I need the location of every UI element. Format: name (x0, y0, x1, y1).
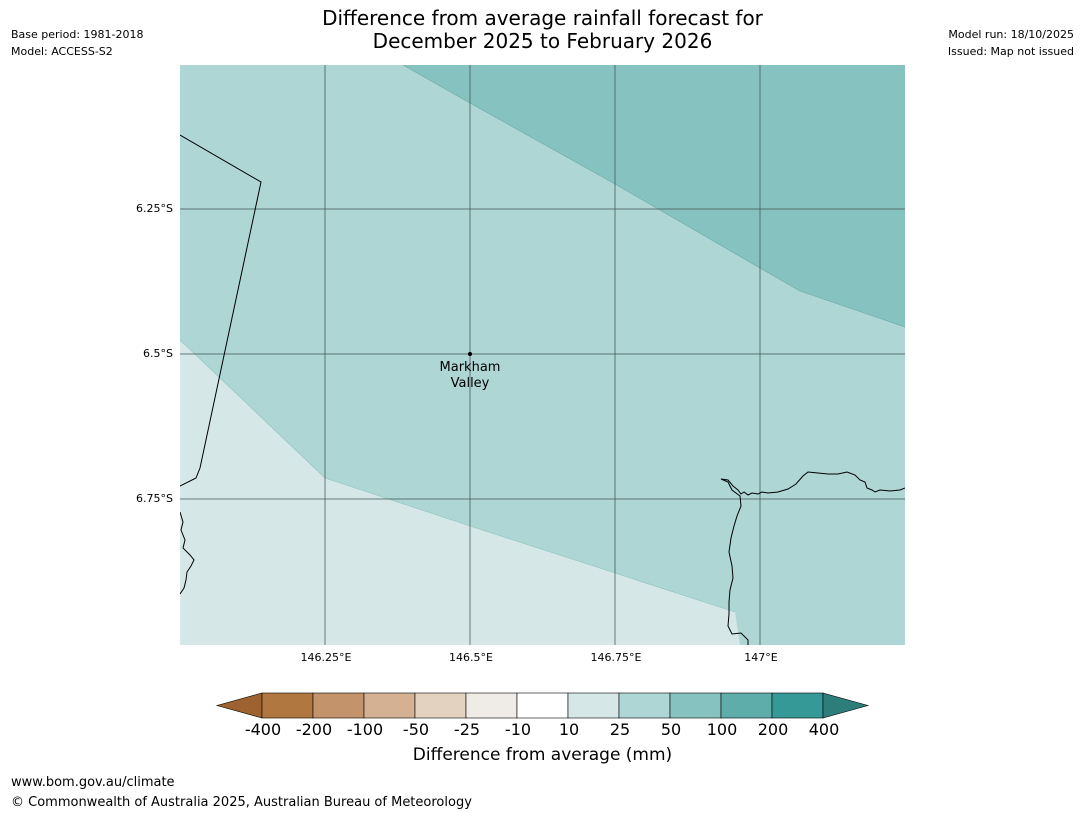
footer-copyright: © Commonwealth of Australia 2025, Austra… (11, 795, 472, 810)
colorbar-swatch (567, 692, 620, 719)
coastline-huon-gulf (720, 471, 905, 496)
lon-label-146-25: 146.25°E (300, 651, 352, 664)
colorbar-swatch (516, 692, 569, 719)
colorbar-tick: -200 (295, 720, 333, 739)
map-title: Difference from average rainfall forecas… (180, 7, 905, 53)
lat-label-6-75: 6.75°S (136, 492, 173, 505)
colorbar-tick: -100 (346, 720, 384, 739)
markham-valley-marker (468, 352, 472, 356)
colorbar-tick: 10 (558, 720, 580, 739)
coastline-west (180, 511, 195, 595)
map-area (180, 65, 905, 645)
colorbar-tick: -400 (244, 720, 282, 739)
map-title-line2: December 2025 to February 2026 (372, 29, 713, 53)
colorbar-swatch (414, 692, 467, 719)
place-label-line1: Markham (439, 360, 501, 375)
graticule (180, 65, 905, 645)
place-label-markham-valley: Markham Valley (410, 360, 530, 392)
colorbar-tick: 50 (660, 720, 682, 739)
colorbar-swatch (720, 692, 773, 719)
place-label-line2: Valley (450, 376, 490, 391)
base-period-text: Base period: 1981-2018 (11, 28, 144, 41)
colorbar-extension-high (822, 692, 870, 719)
region-boundary-line (402, 65, 905, 328)
model-run-text: Model run: 18/10/2025 (948, 28, 1074, 41)
lat-label-6-25: 6.25°S (136, 202, 173, 215)
issued-text: Issued: Map not issued (947, 45, 1074, 58)
map-metadata-left: Base period: 1981-2018 Model: ACCESS-S2 (11, 26, 143, 60)
colorbar-tick: 400 (808, 720, 840, 739)
colorbar-swatch (465, 692, 518, 719)
colorbar-swatch (618, 692, 671, 719)
footer-url[interactable]: www.bom.gov.au/climate (11, 775, 175, 790)
lat-label-6-5: 6.5°S (143, 347, 173, 360)
colorbar (215, 692, 870, 719)
coastline-markham-river (720, 478, 749, 645)
province-border (180, 134, 262, 487)
colorbar-tick: 200 (757, 720, 789, 739)
lon-label-146-5: 146.5°E (449, 651, 493, 664)
colorbar-swatch (771, 692, 824, 719)
map-region-dark (403, 65, 905, 327)
colorbar-swatch (363, 692, 416, 719)
colorbar-tick: -10 (504, 720, 532, 739)
colorbar-tick: 100 (706, 720, 738, 739)
lon-label-147: 147°E (744, 651, 778, 664)
colorbar-tick: -50 (402, 720, 430, 739)
colorbar-extension-low (215, 692, 263, 719)
colorbar-swatch (669, 692, 722, 719)
colorbar-title: Difference from average (mm) (412, 745, 673, 765)
colorbar-tick: -25 (453, 720, 481, 739)
colorbar-swatch (312, 692, 365, 719)
lon-label-146-75: 146.75°E (590, 651, 642, 664)
map-region-light (180, 340, 740, 645)
colorbar-tick: 25 (609, 720, 631, 739)
colorbar-swatch (261, 692, 314, 719)
model-text: Model: ACCESS-S2 (11, 45, 113, 58)
map-metadata-right: Model run: 18/10/2025 Issued: Map not is… (948, 26, 1074, 60)
map-title-line1: Difference from average rainfall forecas… (322, 6, 763, 30)
